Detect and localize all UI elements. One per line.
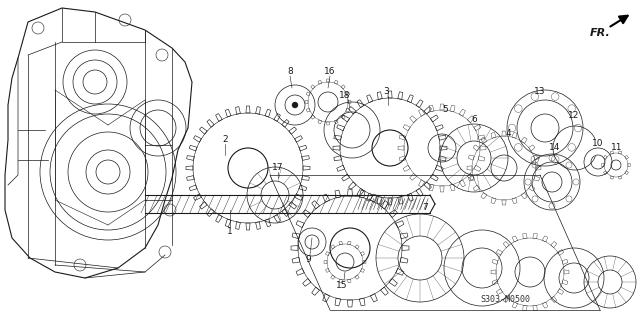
Text: S303-M0500: S303-M0500: [481, 295, 531, 304]
Text: 14: 14: [549, 144, 561, 152]
Text: 2: 2: [222, 136, 228, 145]
Text: 8: 8: [287, 68, 293, 77]
Text: 18: 18: [339, 91, 351, 100]
Text: 17: 17: [272, 164, 284, 173]
Text: 15: 15: [336, 280, 348, 290]
Text: 16: 16: [324, 68, 336, 77]
Circle shape: [292, 102, 298, 108]
Text: 12: 12: [568, 110, 580, 120]
Text: 3: 3: [383, 87, 389, 97]
Text: 9: 9: [305, 256, 311, 264]
Text: 5: 5: [442, 106, 448, 115]
Text: FR.: FR.: [590, 28, 611, 38]
Text: 7: 7: [422, 204, 428, 212]
Text: 11: 11: [611, 144, 623, 152]
Text: 4: 4: [505, 129, 511, 137]
Text: 13: 13: [534, 87, 546, 97]
Text: 10: 10: [592, 138, 604, 147]
Text: 1: 1: [227, 227, 233, 236]
Text: 6: 6: [471, 115, 477, 124]
